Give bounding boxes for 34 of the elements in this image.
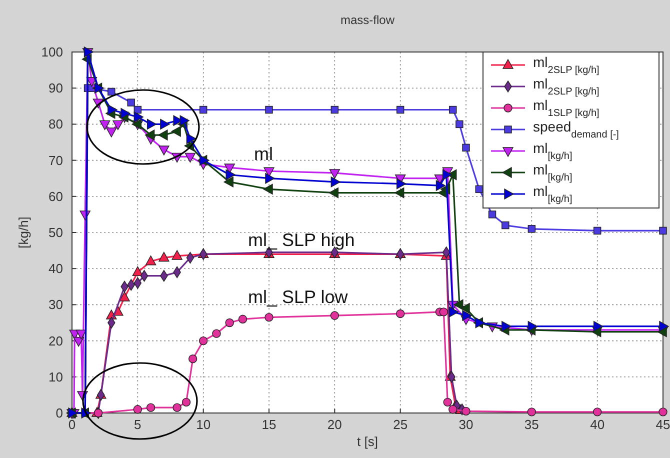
y-tick-label: 100 [41, 44, 63, 60]
legend-label: ml$_{[kg/h]}$ [533, 140, 572, 162]
chart-title: mass-flow [340, 13, 395, 27]
x-tick-label: 0 [68, 417, 76, 432]
y-tick-label: 20 [48, 333, 63, 348]
x-tick-label: 20 [327, 417, 342, 432]
legend-label: ml$_{2SLP [kg/h]}$ [533, 54, 600, 76]
y-tick-label: 30 [48, 297, 63, 312]
annotation: ml_ SLP high [248, 230, 355, 250]
x-tick-label: 45 [656, 417, 670, 432]
x-tick-label: 5 [134, 417, 142, 432]
y-tick-label: 50 [48, 225, 63, 240]
x-tick-label: 15 [262, 417, 276, 432]
y-tick-label: 40 [48, 261, 63, 276]
x-tick-label: 35 [524, 417, 539, 432]
legend-label: ml$_{2SLP [kg/h]}$ [533, 76, 600, 97]
y-tick-label: 10 [48, 369, 63, 384]
legend-label: ml$_{1SLP [kg/h]}$ [533, 97, 600, 118]
x-tick-label: 10 [196, 417, 211, 432]
y-tick-label: 90 [48, 80, 63, 96]
x-tick-label: 40 [590, 417, 605, 432]
legend-label: speed$_{demand [-]}$ [533, 118, 620, 140]
x-axis-title: t [s] [357, 434, 378, 449]
y-tick-label: 70 [48, 152, 63, 168]
y-tick-label: 80 [48, 116, 63, 132]
y-tick-label: 0 [56, 406, 63, 420]
x-tick-label: 25 [393, 417, 408, 432]
annotation: ml_ SLP low [248, 287, 349, 307]
legend-label: ml$_{[kg/h]}$ [533, 183, 572, 204]
legend-label: ml$_{[kg/h]}$ [533, 162, 572, 183]
x-tick-label: 30 [458, 417, 474, 432]
y-tick-label: 60 [48, 188, 63, 204]
y-axis-title: [kg/h] [16, 216, 31, 248]
annotation: ml [254, 144, 273, 164]
